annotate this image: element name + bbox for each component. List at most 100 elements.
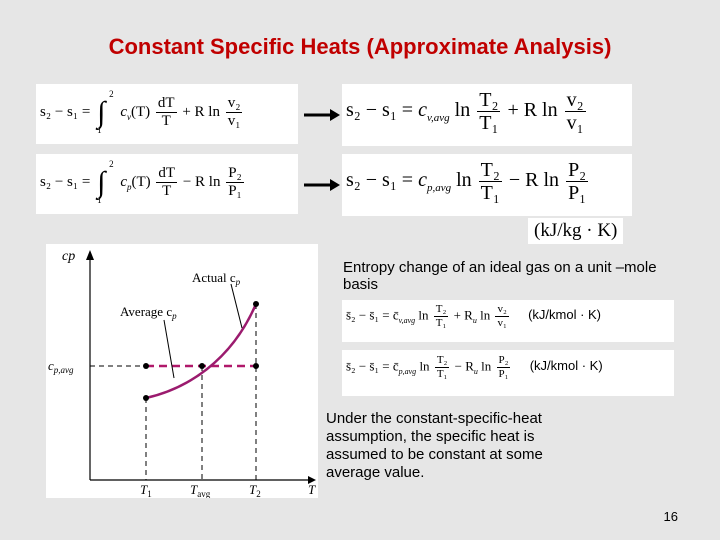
v-ratio: v₂ v₁ xyxy=(564,89,586,134)
t-axis-arrow-icon xyxy=(308,476,316,484)
tavg-text: T xyxy=(190,482,198,497)
actual-label-sub: p xyxy=(235,277,241,287)
eq-volume-approx: s₂ − s₁ = cv,avg ln T₂ T₁ + R ln v₂ v₁ xyxy=(346,90,588,133)
point-t2-actual xyxy=(253,301,259,307)
frac-num: v₂ xyxy=(225,95,243,113)
t-ratio: T₂ T₁ xyxy=(478,160,502,204)
point-t1-avg xyxy=(143,363,149,369)
arrow-right-icon xyxy=(304,179,340,191)
cpavg-label-sub: p,avg xyxy=(53,365,74,375)
t-axis-label: T xyxy=(308,482,316,497)
t2-label: T2 xyxy=(249,482,261,498)
frac-num: P₂ xyxy=(566,159,589,182)
dT-over-T: dT T xyxy=(155,95,177,129)
frac-den: v₁ xyxy=(227,113,241,129)
frac-num: P₂ xyxy=(226,165,244,183)
eq-volume-integral-box: s₂ − s₁ = 2 ∫ 1 cv(T) dT T + R ln v₂ v₁ xyxy=(36,84,298,144)
t1-label: T1 xyxy=(140,482,152,498)
cvavg-symbol: c xyxy=(418,99,427,122)
y-label-text: cp xyxy=(62,249,75,264)
frac-num: T₂ xyxy=(477,89,501,112)
p-ratio: P₂ P₁ xyxy=(496,355,511,380)
eq-pressure-integral-box: s₂ − s₁ = 2 ∫ 1 cp(T) dT T − R ln P₂ P₁ xyxy=(36,154,298,214)
eq-pressure-approx: s₂ − s₁ = cp,avg ln T₂ T₁ − R ln P₂ P₁ xyxy=(346,160,590,203)
ln-label: ln xyxy=(480,307,491,323)
frac-den: P₁ xyxy=(568,182,587,204)
eq-molar-volume: s̄₂ − s̄₁ = c̄v,avg ln T₂ T₁ + Ru ln v₂ v₁… xyxy=(346,304,601,329)
int-lower: 1 xyxy=(97,125,102,135)
int-upper: 2 xyxy=(109,159,114,169)
eq-pressure-approx-box: s₂ − s₁ = cp,avg ln T₂ T₁ − R ln P₂ P₁ xyxy=(342,154,632,216)
cv-symbol: c xyxy=(120,103,127,120)
t-ratio: T₂ T₁ xyxy=(477,89,501,134)
eq-lhs: s₂ − s₁ = xyxy=(40,103,91,120)
integral-sign: 2 ∫ 1 xyxy=(97,159,114,205)
y-axis-label: cp xyxy=(62,249,75,264)
cp-axis-arrow-icon xyxy=(86,250,94,260)
eq-operator: + R ln xyxy=(182,103,220,120)
eq-operator: − R ln xyxy=(182,173,221,190)
ru-sub: u xyxy=(472,316,477,326)
frac-den: P₁ xyxy=(228,183,242,199)
cp-symbol: c xyxy=(120,173,127,190)
frac-den: T₁ xyxy=(479,112,499,134)
eq-lhs: s̄₂ − s̄₁ = c̄ xyxy=(346,358,399,374)
frac-num: dT xyxy=(155,95,177,113)
frac-den: T₁ xyxy=(480,182,500,204)
frac-den: v₁ xyxy=(566,112,584,134)
cp-vs-t-diagram: cp Actual cp Average cp cp,avg T1 Tavg T… xyxy=(46,244,318,498)
frac-num: v₂ xyxy=(495,303,509,317)
dT-over-T: dT T xyxy=(156,165,178,199)
frac-den: T₁ xyxy=(436,368,448,380)
eq-volume-approx-box: s₂ − s₁ = cv,avg ln T₂ T₁ + R ln v₂ v₁ xyxy=(342,84,632,146)
ln-label: ln xyxy=(419,358,430,374)
frac-num: dT xyxy=(156,165,178,183)
eq-lhs: s₂ − s₁ = xyxy=(346,169,414,192)
coef-sub: v,avg xyxy=(398,316,416,326)
coef-sub: p,avg xyxy=(398,367,417,377)
frac-den: v₁ xyxy=(497,317,507,329)
actual-pointer xyxy=(230,283,243,329)
slide-title: Constant Specific Heats (Approximate Ana… xyxy=(108,34,612,59)
cv-sub: v xyxy=(126,111,131,122)
tavg-sub: avg xyxy=(197,489,210,498)
frac-num: T₂ xyxy=(433,303,449,317)
t2-text: T xyxy=(249,482,257,497)
t-ratio: T₂ T₁ xyxy=(434,354,450,380)
cpavg-label: cp,avg xyxy=(48,358,74,375)
actual-cp-curve xyxy=(145,303,258,400)
integral-sign: 2 ∫ 1 xyxy=(97,89,114,135)
t-ratio: T₂ T₁ xyxy=(433,303,449,329)
units-molar: (kJ/kmol · K) xyxy=(528,307,602,323)
ru-sub: u xyxy=(473,367,478,377)
cpavg-label-text: c xyxy=(48,358,54,373)
assumption-text: Under the constant-specific-heat assumpt… xyxy=(326,410,543,481)
diagram-background xyxy=(46,244,318,498)
t1-text: T xyxy=(140,482,148,497)
t1-sub: 1 xyxy=(147,489,152,498)
cpavg-symbol: c xyxy=(418,169,427,192)
eq-operator: + R ln xyxy=(507,99,558,122)
ln-label: ln xyxy=(481,358,492,374)
eq-molar-pressure: s̄₂ − s̄₁ = c̄p,avg ln T₂ T₁ − Ru ln P₂ P₁… xyxy=(346,355,603,380)
eq-operator: + R xyxy=(453,307,473,323)
actual-label-text: Actual c xyxy=(192,270,236,285)
frac-num: T₂ xyxy=(434,354,450,368)
eq-lhs: s₂ − s₁ = xyxy=(40,173,91,190)
eq-lhs: s₂ − s₁ = xyxy=(346,99,414,122)
eq-molar-pressure-box: s̄₂ − s̄₁ = c̄p,avg ln T₂ T₁ − Ru ln P₂ P₁… xyxy=(342,350,674,396)
frac-num: v₂ xyxy=(564,89,586,112)
v-ratio: v₂ v₁ xyxy=(495,303,509,329)
v-ratio: v₂ v₁ xyxy=(225,95,243,129)
actual-label: Actual cp xyxy=(192,270,241,287)
average-pointer xyxy=(163,319,175,379)
eq-pressure-integral: s₂ − s₁ = 2 ∫ 1 cp(T) dT T − R ln P₂ P₁ xyxy=(40,160,246,205)
page-number: 16 xyxy=(663,509,678,524)
average-label-text: Average c xyxy=(120,304,172,319)
int-lower: 1 xyxy=(97,195,102,205)
cp-sub: p xyxy=(126,181,132,192)
eq-volume-integral: s₂ − s₁ = 2 ∫ 1 cv(T) dT T + R ln v₂ v₁ xyxy=(40,90,244,135)
cp-arg: (T) xyxy=(131,173,151,190)
cvavg-sub: v,avg xyxy=(426,112,450,125)
p-ratio: P₂ P₁ xyxy=(226,166,244,199)
